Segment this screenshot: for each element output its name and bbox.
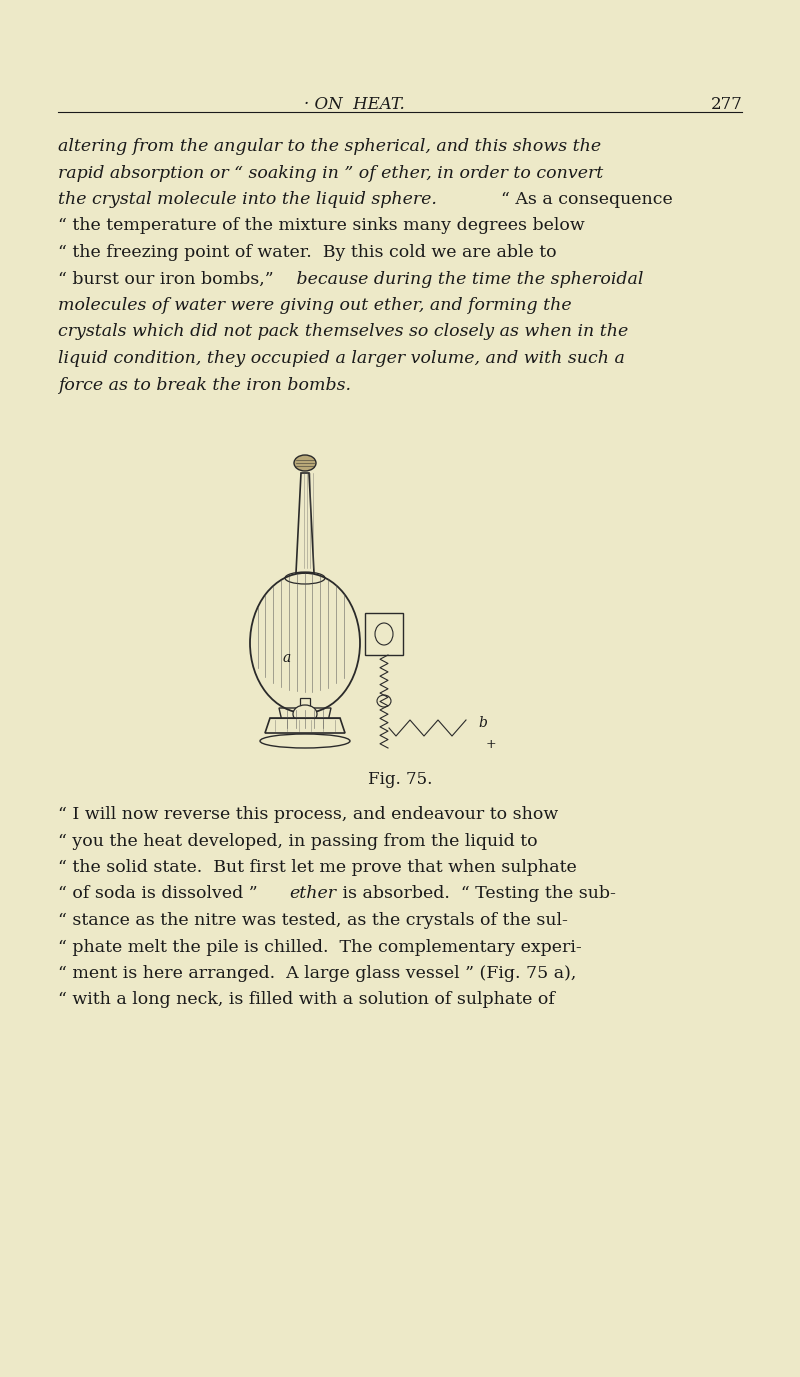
Text: 277: 277 — [710, 96, 742, 113]
Text: force as to break the iron bombs.: force as to break the iron bombs. — [58, 376, 350, 394]
Text: “ As a consequence: “ As a consequence — [490, 191, 672, 208]
Text: molecules of water were giving out ether, and forming the: molecules of water were giving out ether… — [58, 297, 571, 314]
Text: rapid absorption or “ soaking in ” of ether, in order to convert: rapid absorption or “ soaking in ” of et… — [58, 164, 603, 182]
Text: “ burst our iron bombs,”: “ burst our iron bombs,” — [58, 270, 274, 288]
Text: “ I will now reverse this process, and endeavour to show: “ I will now reverse this process, and e… — [58, 806, 558, 823]
Text: “ stance as the nitre was tested, as the crystals of the sul-: “ stance as the nitre was tested, as the… — [58, 912, 567, 929]
Ellipse shape — [294, 454, 316, 471]
Text: +: + — [486, 738, 497, 750]
Text: “ the solid state.  But first let me prove that when sulphate: “ the solid state. But first let me prov… — [58, 859, 576, 876]
Text: Fig. 75.: Fig. 75. — [368, 771, 432, 788]
Text: a: a — [283, 651, 291, 665]
Polygon shape — [265, 717, 345, 733]
Ellipse shape — [293, 705, 317, 723]
Ellipse shape — [377, 695, 391, 706]
Text: b: b — [478, 716, 487, 730]
Text: liquid condition, they occupied a larger volume, and with such a: liquid condition, they occupied a larger… — [58, 350, 625, 368]
Text: “ with a long neck, is filled with a solution of sulphate of: “ with a long neck, is filled with a sol… — [58, 991, 554, 1008]
Text: ether: ether — [290, 885, 337, 902]
Text: the crystal molecule into the liquid sphere.: the crystal molecule into the liquid sph… — [58, 191, 437, 208]
Text: altering from the angular to the spherical, and this shows the: altering from the angular to the spheric… — [58, 138, 601, 156]
Text: “ phate melt the pile is chilled.  The complementary experi-: “ phate melt the pile is chilled. The co… — [58, 939, 582, 956]
Text: “ you the heat developed, in passing from the liquid to: “ you the heat developed, in passing fro… — [58, 833, 538, 850]
Text: because during the time the spheroidal: because during the time the spheroidal — [290, 270, 643, 288]
Text: · ON  HEAT.: · ON HEAT. — [304, 96, 405, 113]
Text: “ of soda is dissolved ”: “ of soda is dissolved ” — [58, 885, 258, 902]
Text: “ the freezing point of water.  By this cold we are able to: “ the freezing point of water. By this c… — [58, 244, 556, 262]
Text: “ ment is here arranged.  A large glass vessel ” (Fig. 75 a),: “ ment is here arranged. A large glass v… — [58, 965, 576, 982]
Text: is absorbed.  “ Testing the sub-: is absorbed. “ Testing the sub- — [337, 885, 615, 902]
Text: crystals which did not pack themselves so closely as when in the: crystals which did not pack themselves s… — [58, 324, 628, 340]
Text: “ the temperature of the mixture sinks many degrees below: “ the temperature of the mixture sinks m… — [58, 218, 584, 234]
